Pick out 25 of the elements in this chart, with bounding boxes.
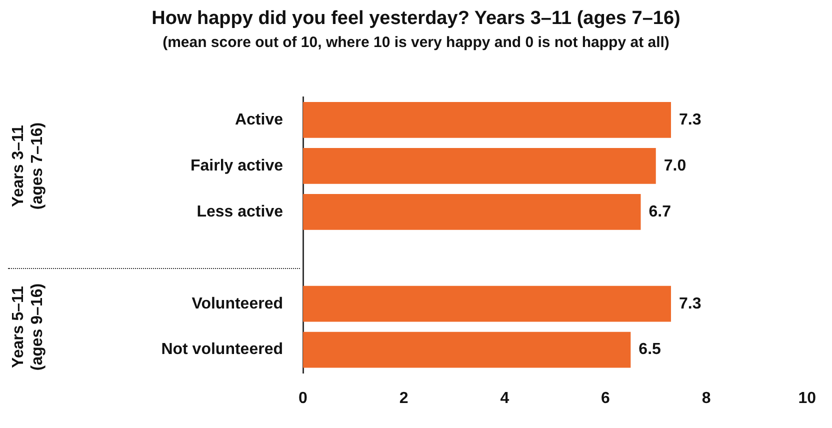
chart-subtitle: (mean score out of 10, where 10 is very happy and 0 is not happy at all) — [162, 34, 670, 51]
text: Years 3–11 (ages 7–16) — [9, 122, 47, 210]
text: Years 5–11 (ages 9–16) — [9, 283, 47, 370]
bar — [303, 286, 671, 322]
x-tick-label: 0 — [298, 390, 308, 407]
bar — [303, 332, 631, 368]
bar — [303, 194, 641, 230]
data-label: 7.0 — [664, 157, 686, 174]
data-label: 7.3 — [678, 295, 702, 312]
y-tick-label: Less active — [196, 203, 284, 220]
y-tick-label: Active — [234, 111, 284, 128]
data-label: 7.3 — [678, 111, 702, 128]
data-label: 6.5 — [638, 341, 662, 358]
y-tick-label: Volunteered — [192, 295, 283, 312]
y-tick-label: Not volunteered — [161, 341, 283, 358]
x-tick-label: 4 — [500, 390, 510, 407]
x-tick-label: 2 — [399, 390, 408, 407]
x-tick-label: 8 — [702, 390, 711, 407]
chart-title: How happy did you feel yesterday? Years 3–11 (ages 7–16) — [150, 8, 682, 30]
data-label: 6.7 — [648, 203, 672, 220]
x-tick-label: 10 — [798, 390, 816, 407]
bar — [303, 148, 656, 184]
x-tick-label: 6 — [601, 390, 610, 407]
bar — [303, 102, 671, 138]
y-tick-label: Fairly active — [190, 157, 284, 174]
